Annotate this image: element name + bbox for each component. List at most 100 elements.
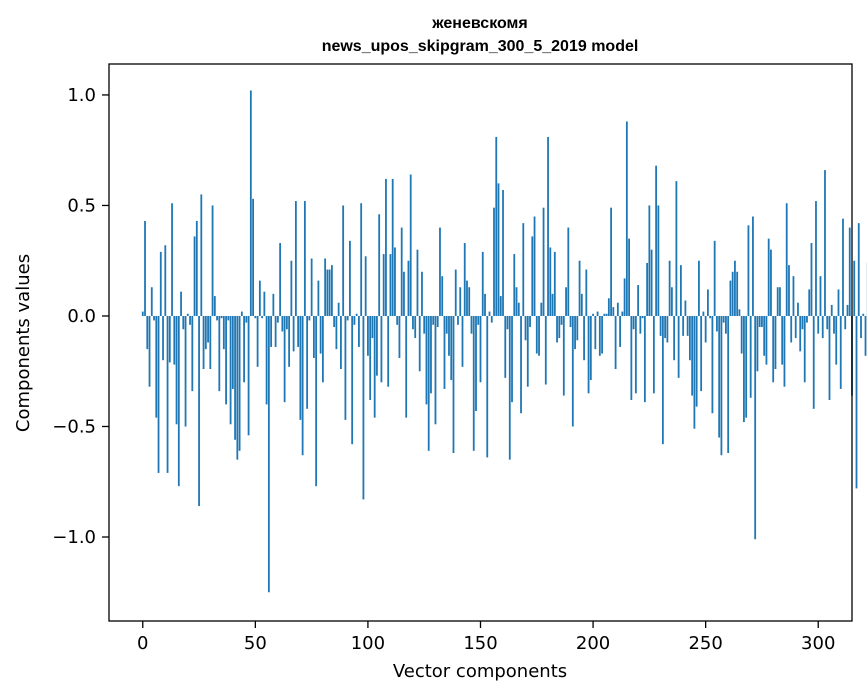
bar: [571, 315, 574, 427]
bar: [761, 315, 763, 328]
bar: [162, 315, 164, 361]
bar: [432, 315, 435, 325]
bar: [693, 315, 696, 429]
bar: [700, 315, 703, 392]
bar: [441, 276, 444, 316]
bar: [488, 311, 491, 316]
bar: [396, 315, 399, 325]
bar: [842, 218, 844, 316]
bar: [164, 245, 167, 316]
bar: [166, 315, 169, 473]
bar: [637, 285, 640, 316]
bar: [821, 315, 824, 339]
bar: [218, 315, 221, 392]
bar: [738, 309, 741, 316]
bar: [423, 315, 426, 334]
bar: [648, 205, 651, 316]
bar: [677, 315, 680, 378]
bar: [569, 315, 572, 328]
bar: [747, 225, 750, 316]
bar: [344, 315, 347, 420]
bar: [752, 216, 754, 316]
bar: [171, 203, 173, 316]
bar: [562, 315, 565, 396]
bar: [409, 174, 412, 316]
bar: [231, 315, 234, 389]
bar: [549, 247, 552, 316]
bar: [722, 315, 725, 323]
bar: [321, 315, 324, 383]
bar: [470, 315, 473, 334]
plot-frame: [108, 63, 853, 622]
bar: [360, 203, 363, 316]
x-tick-label: 250: [688, 633, 722, 654]
bar: [337, 302, 340, 316]
bar: [247, 315, 250, 436]
bar: [544, 315, 547, 385]
bar: [144, 220, 146, 316]
bar: [256, 315, 259, 367]
bar: [220, 315, 223, 319]
bar: [207, 315, 209, 343]
bar: [200, 194, 203, 316]
bar: [619, 315, 621, 347]
bar: [824, 170, 826, 316]
bar: [702, 311, 705, 316]
bar: [598, 315, 601, 356]
bar: [720, 315, 723, 456]
bar: [736, 271, 739, 316]
bar: [254, 315, 257, 319]
y-tick-label: −0.5: [52, 416, 96, 437]
bar: [297, 315, 300, 347]
bar: [380, 315, 383, 383]
bar: [743, 315, 745, 423]
bar: [542, 207, 545, 316]
bar: [535, 315, 538, 354]
bar: [209, 315, 212, 370]
bar: [529, 315, 531, 328]
bar: [493, 207, 495, 316]
bar: [634, 315, 637, 394]
bar: [391, 178, 394, 316]
bar: [234, 315, 236, 440]
bar: [340, 315, 342, 370]
bar: [652, 315, 655, 394]
bar: [848, 227, 851, 316]
bar: [148, 315, 151, 387]
bar: [153, 315, 155, 321]
bar: [781, 315, 784, 365]
chart-subtitle: news_upos_skipgram_300_5_2019 model: [322, 38, 639, 55]
bar: [587, 315, 590, 394]
bar: [281, 315, 284, 332]
bar: [837, 289, 840, 316]
bar: [351, 315, 354, 445]
bar: [580, 293, 583, 316]
bar: [258, 280, 261, 316]
bar: [416, 249, 419, 316]
bar: [517, 302, 520, 316]
bar: [740, 315, 743, 354]
bar: [857, 223, 860, 316]
bar: [369, 315, 372, 400]
bar: [349, 240, 351, 316]
x-tick-label: 150: [463, 633, 497, 654]
bar: [601, 315, 603, 354]
bar: [646, 262, 649, 316]
y-tick-label: −1.0: [52, 527, 96, 548]
bar: [725, 315, 727, 334]
bar: [213, 296, 216, 316]
bar: [864, 315, 867, 356]
bar: [668, 260, 671, 316]
bar: [810, 243, 813, 316]
bar: [803, 315, 806, 383]
bar: [191, 315, 194, 392]
bar: [808, 289, 811, 316]
bar: [605, 313, 608, 316]
y-tick-label: 1.0: [67, 85, 96, 106]
y-axis-ticks: −1.0 −0.5 0.0 0.5 1.0: [52, 85, 109, 548]
bar: [763, 315, 766, 356]
bar: [150, 287, 153, 316]
bar: [373, 315, 376, 418]
bar: [180, 291, 182, 316]
bar: [468, 287, 471, 316]
